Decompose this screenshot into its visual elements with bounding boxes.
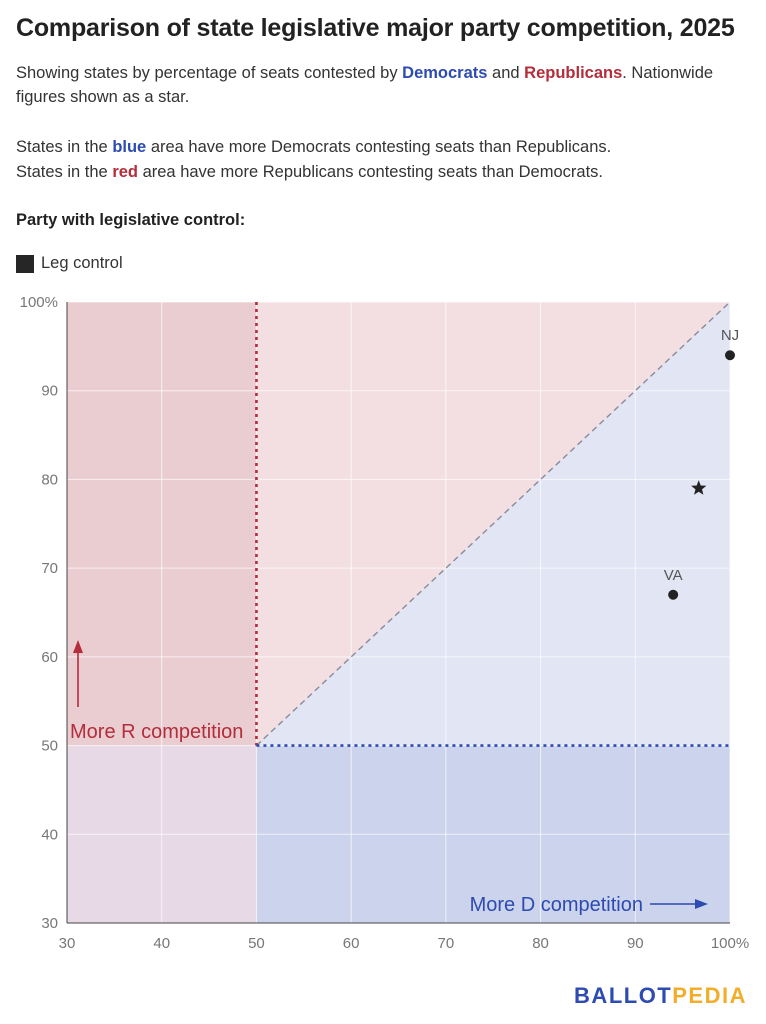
state-point-nj	[725, 350, 735, 361]
r-arrow-head	[73, 640, 83, 653]
d-arrow-head	[695, 899, 708, 909]
x-tick-label: 90	[627, 935, 644, 952]
state-point-va	[668, 589, 679, 600]
area-note-blue-word: blue	[112, 138, 147, 156]
nationwide-star-point	[691, 480, 707, 495]
y-tick-label: 80	[41, 471, 58, 488]
area-note-red-suffix: area have more Republicans contesting se…	[138, 163, 603, 181]
legend-item-leg-control: Leg control	[16, 254, 123, 273]
y-tick-label: 100%	[20, 294, 58, 311]
y-tick-label: 40	[41, 826, 58, 843]
area-note-red-prefix: States in the	[16, 163, 113, 181]
subtitle-and: and	[487, 64, 525, 82]
more-r-competition-label: More R competition	[70, 721, 243, 743]
y-tick-label: 30	[41, 915, 58, 932]
y-tick-label: 90	[41, 383, 58, 400]
legend-title: Party with legislative control:	[16, 211, 246, 229]
subtitle-prefix: Showing states by percentage of seats co…	[16, 64, 403, 82]
legend-label: Leg control	[41, 254, 123, 272]
x-tick-label: 100%	[711, 935, 749, 952]
ballotpedia-logo: BALLOTPEDIA	[574, 983, 747, 1009]
democrats-label: Democrats	[402, 64, 488, 82]
legend-swatch	[16, 254, 34, 273]
area-note-blue-prefix: States in the	[16, 138, 113, 156]
republicans-label: Republicans	[524, 64, 623, 82]
area-note-red-word: red	[112, 163, 138, 181]
area-note-red: States in the red area have more Republi…	[16, 160, 756, 185]
area-note-blue: States in the blue area have more Democr…	[16, 135, 756, 160]
y-tick-label: 70	[41, 560, 58, 577]
x-tick-label: 40	[153, 935, 170, 952]
x-tick-label: 30	[59, 935, 76, 952]
more-d-competition-label: More D competition	[470, 894, 643, 916]
logo-part-ballot: BALLOT	[574, 983, 673, 1008]
x-tick-label: 50	[248, 935, 265, 952]
point-label-va: VA	[664, 567, 683, 584]
x-tick-label: 80	[532, 935, 549, 952]
y-tick-label: 60	[41, 649, 58, 666]
chart-title: Comparison of state legislative major pa…	[16, 14, 735, 42]
chart-subtitle: Showing states by percentage of seats co…	[16, 61, 756, 109]
x-tick-label: 60	[343, 935, 360, 952]
x-tick-label: 70	[438, 935, 455, 952]
subtitle-suffix: . Nationwide figures shown as a star.	[16, 64, 714, 106]
y-tick-label: 50	[41, 738, 58, 755]
point-label-nj: NJ	[721, 327, 739, 344]
area-note-blue-suffix: area have more Democrats contesting seat…	[146, 138, 612, 156]
diagonal-reference-line	[255, 301, 731, 747]
logo-part-pedia: PEDIA	[672, 983, 747, 1008]
area-explanation: States in the blue area have more Democr…	[16, 135, 756, 185]
